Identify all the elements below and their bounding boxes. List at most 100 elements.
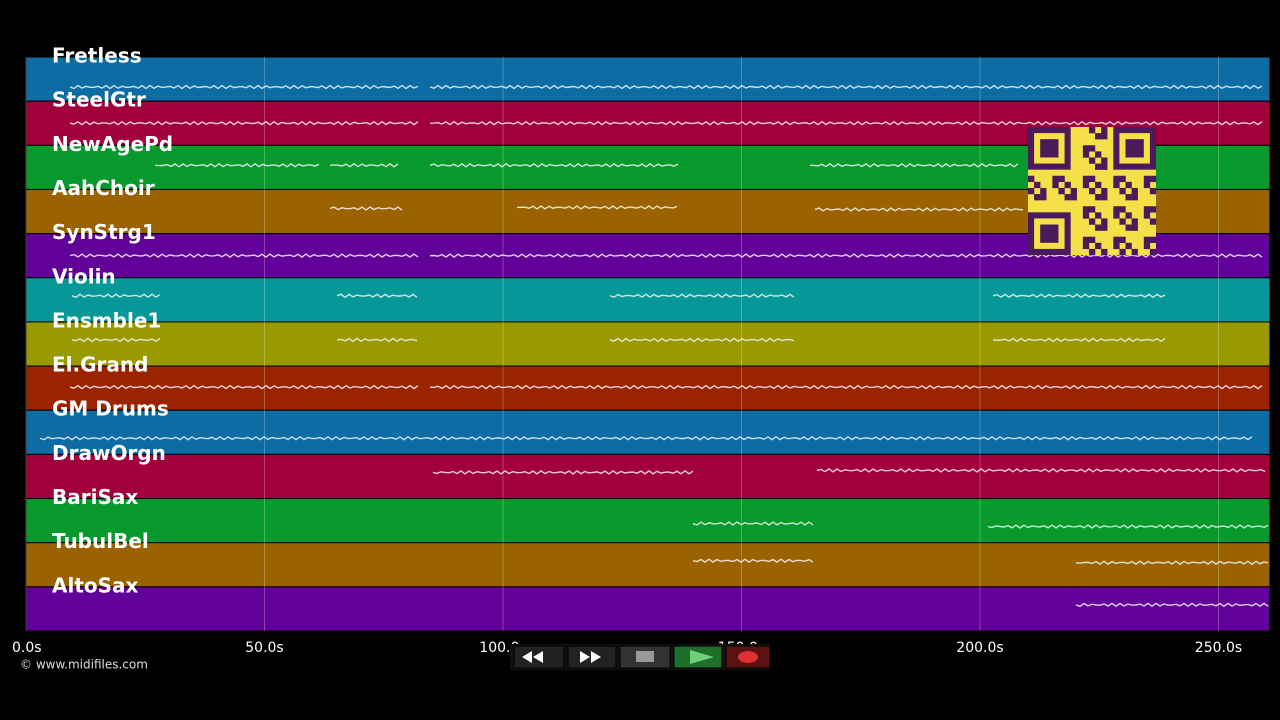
note-trace xyxy=(692,558,814,563)
x-tick-label: 0.0s xyxy=(12,640,42,656)
track-lane xyxy=(25,498,1271,544)
notes xyxy=(39,84,1269,608)
note-trace xyxy=(336,293,418,299)
qr-module xyxy=(1088,127,1096,134)
note-trace xyxy=(609,337,795,343)
qr-module xyxy=(1088,145,1096,152)
qr-module xyxy=(1058,187,1065,195)
track-name: BariSax xyxy=(52,485,138,509)
note-trace xyxy=(814,207,1024,212)
qr-module xyxy=(1040,194,1047,201)
qr-module xyxy=(1131,187,1138,195)
track-name: El.Grand xyxy=(52,353,148,377)
qr-module xyxy=(1082,206,1090,213)
stop-button[interactable] xyxy=(619,645,671,669)
qr-module xyxy=(1149,206,1157,213)
qr-module xyxy=(1101,187,1108,195)
qr-module xyxy=(1082,212,1090,219)
note-trace xyxy=(329,206,403,211)
track-name: AltoSax xyxy=(52,573,139,597)
note-trace xyxy=(429,384,1263,390)
note-trace xyxy=(992,337,1166,343)
qr-module xyxy=(1149,236,1157,244)
note-trace xyxy=(154,162,320,168)
qr-module xyxy=(1113,175,1120,183)
forward-button[interactable] xyxy=(567,645,617,669)
qr-module xyxy=(1028,187,1035,195)
qr-module xyxy=(1070,194,1077,201)
track-name: TubulBel xyxy=(52,529,149,553)
qr-module xyxy=(1125,242,1132,250)
note-trace xyxy=(1075,560,1269,566)
rewind-button[interactable] xyxy=(513,645,565,669)
note-trace xyxy=(429,162,679,168)
qr-code xyxy=(1028,127,1157,256)
note-trace xyxy=(69,384,419,390)
qr-module xyxy=(1082,175,1090,183)
qr-module xyxy=(1058,175,1065,183)
qr-module xyxy=(1125,224,1132,231)
qr-module xyxy=(1082,151,1090,158)
qr-module xyxy=(1070,187,1077,195)
note-trace xyxy=(992,293,1166,299)
qr-module xyxy=(1082,145,1090,152)
qr-module xyxy=(1113,206,1120,213)
track-lane xyxy=(25,586,1271,632)
note-trace xyxy=(429,84,1263,90)
qr-module xyxy=(1088,187,1096,195)
qr-module xyxy=(1131,218,1138,225)
qr-module xyxy=(1119,187,1126,195)
record-button[interactable] xyxy=(725,645,771,669)
track-name: SteelGtr xyxy=(52,88,146,112)
qr-module xyxy=(1149,248,1157,256)
transport xyxy=(510,644,771,670)
note-trace xyxy=(692,521,814,526)
qr-module xyxy=(1119,206,1126,213)
grid xyxy=(25,57,1219,631)
note-trace xyxy=(71,293,161,299)
qr-module xyxy=(1125,194,1132,201)
qr-module xyxy=(1088,236,1096,244)
qr-module xyxy=(1101,194,1108,201)
track-name: SynStrg1 xyxy=(52,220,156,244)
qr-module xyxy=(1034,194,1041,201)
qr-module xyxy=(1064,194,1071,201)
note-trace xyxy=(516,205,678,210)
track-name: DrawOrgn xyxy=(52,441,166,465)
qr-finder xyxy=(1125,139,1144,158)
qr-module xyxy=(1095,151,1102,158)
qr-module xyxy=(1101,157,1108,164)
qr-module xyxy=(1040,187,1047,195)
x-tick-label: 50.0s xyxy=(245,640,283,656)
track-lane xyxy=(25,409,1271,455)
qr-module xyxy=(1028,175,1035,183)
note-trace xyxy=(69,120,419,126)
qr-module xyxy=(1101,248,1108,256)
qr-module xyxy=(1113,242,1120,250)
note-trace xyxy=(809,162,1019,168)
qr-finder xyxy=(1040,139,1059,158)
qr-module xyxy=(1088,157,1096,164)
track-name: AahChoir xyxy=(52,176,155,200)
qr-module xyxy=(1131,248,1138,256)
qr-module xyxy=(1095,242,1102,250)
note-trace xyxy=(69,84,419,90)
qr-module xyxy=(1143,206,1151,213)
note-trace xyxy=(816,468,1266,473)
qr-module xyxy=(1113,236,1120,244)
qr-module xyxy=(1101,218,1108,225)
qr-module xyxy=(1082,181,1090,189)
qr-module xyxy=(1125,212,1132,219)
track-name: Ensmble1 xyxy=(52,308,161,332)
qr-module xyxy=(1088,175,1096,183)
track-lane xyxy=(25,56,1271,102)
track-lane xyxy=(25,542,1271,588)
track-name: NewAgePd xyxy=(52,132,173,156)
qr-module xyxy=(1143,242,1151,250)
qr-module xyxy=(1088,248,1096,256)
play-button[interactable] xyxy=(673,645,723,669)
track-name: GM Drums xyxy=(52,397,169,421)
qr-module xyxy=(1149,218,1157,225)
